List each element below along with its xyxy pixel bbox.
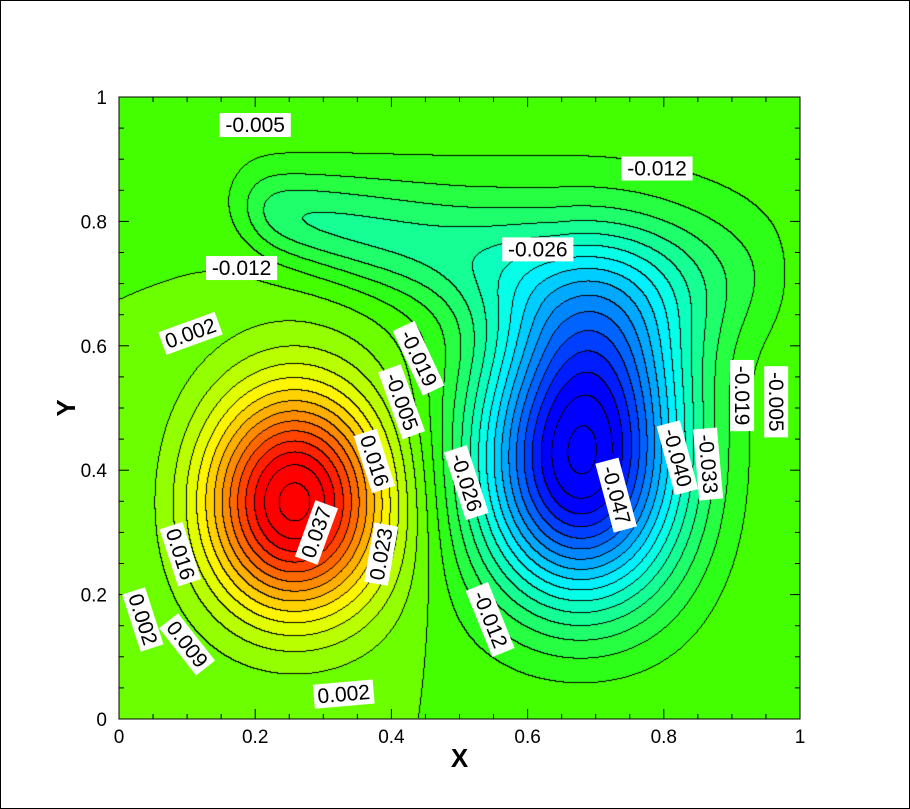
contour-label: 0.016	[159, 521, 201, 587]
x-tick-label: 0.4	[378, 727, 405, 748]
contour-label-text: 0.002	[317, 681, 371, 708]
contour-label-background	[730, 359, 755, 432]
x-tick-label: 0.2	[242, 727, 268, 748]
contour-label-text: -0.026	[508, 238, 568, 261]
contour-label-text: -0.012	[627, 158, 687, 181]
contour-label-background	[465, 581, 515, 657]
contour-label-background	[353, 428, 396, 494]
x-tick-label: 0.8	[651, 727, 677, 748]
contour-label: -0.005	[764, 366, 789, 438]
plot-area	[118, 96, 801, 720]
contour-label-background	[656, 420, 699, 496]
x-axis: 0 0.2 0.4 0.6 0.8 1	[114, 97, 806, 748]
y-tick-label: 0	[96, 710, 107, 731]
contour-label-background	[122, 587, 164, 652]
contour-label-text: -0.033	[694, 433, 722, 494]
x-axis-title: X	[451, 743, 469, 773]
y-tick-label: 0.2	[81, 586, 107, 607]
contour-label-background	[392, 320, 445, 396]
contour-label: -0.012	[621, 156, 693, 181]
contour-label: -0.019	[730, 359, 755, 432]
y-tick-label: 0.4	[81, 461, 108, 482]
contour-label-text: -0.019	[730, 366, 753, 426]
contour-label-background	[693, 427, 724, 501]
contour-label-background	[443, 445, 489, 521]
y-axis: 0 0.2 0.4 0.6 0.8 1	[81, 88, 800, 731]
contour-label-background	[158, 311, 223, 355]
contour-label-text: -0.005	[225, 114, 285, 137]
x-tick-label: 1	[795, 727, 806, 748]
x-tick-label: 0.6	[514, 727, 540, 748]
y-tick-label: 1	[96, 88, 107, 109]
contour-label-background	[502, 237, 574, 262]
y-axis-title: Y	[51, 399, 81, 416]
filled-contour-field	[119, 97, 800, 719]
contour-label-background	[764, 366, 789, 438]
contour-label: -0.012	[205, 256, 278, 281]
contour-label-background	[312, 679, 375, 709]
contour-label-background	[364, 522, 399, 586]
contour-label-background	[378, 364, 426, 440]
contour-label-background	[205, 256, 278, 281]
contour-label-text: -0.012	[212, 257, 272, 280]
contour-label-background	[621, 156, 693, 181]
contour-label-text: -0.005	[764, 372, 787, 432]
contour-label: -0.005	[219, 112, 291, 137]
contour-label: 0.002	[312, 679, 375, 709]
contour-label-background	[294, 500, 339, 565]
contour-label-background	[595, 457, 637, 533]
contour-label: -0.026	[502, 237, 574, 262]
contour-label: -0.033	[693, 427, 724, 501]
contour-label-background	[159, 613, 216, 676]
contour-canvas	[119, 97, 800, 719]
y-tick-label: 0.8	[81, 212, 107, 233]
contour-label: 0.023	[364, 522, 399, 586]
contour-label-background	[159, 521, 201, 587]
contour-label-background	[219, 112, 291, 137]
y-tick-label: 0.6	[81, 337, 107, 358]
x-tick-label: 0	[114, 727, 125, 748]
